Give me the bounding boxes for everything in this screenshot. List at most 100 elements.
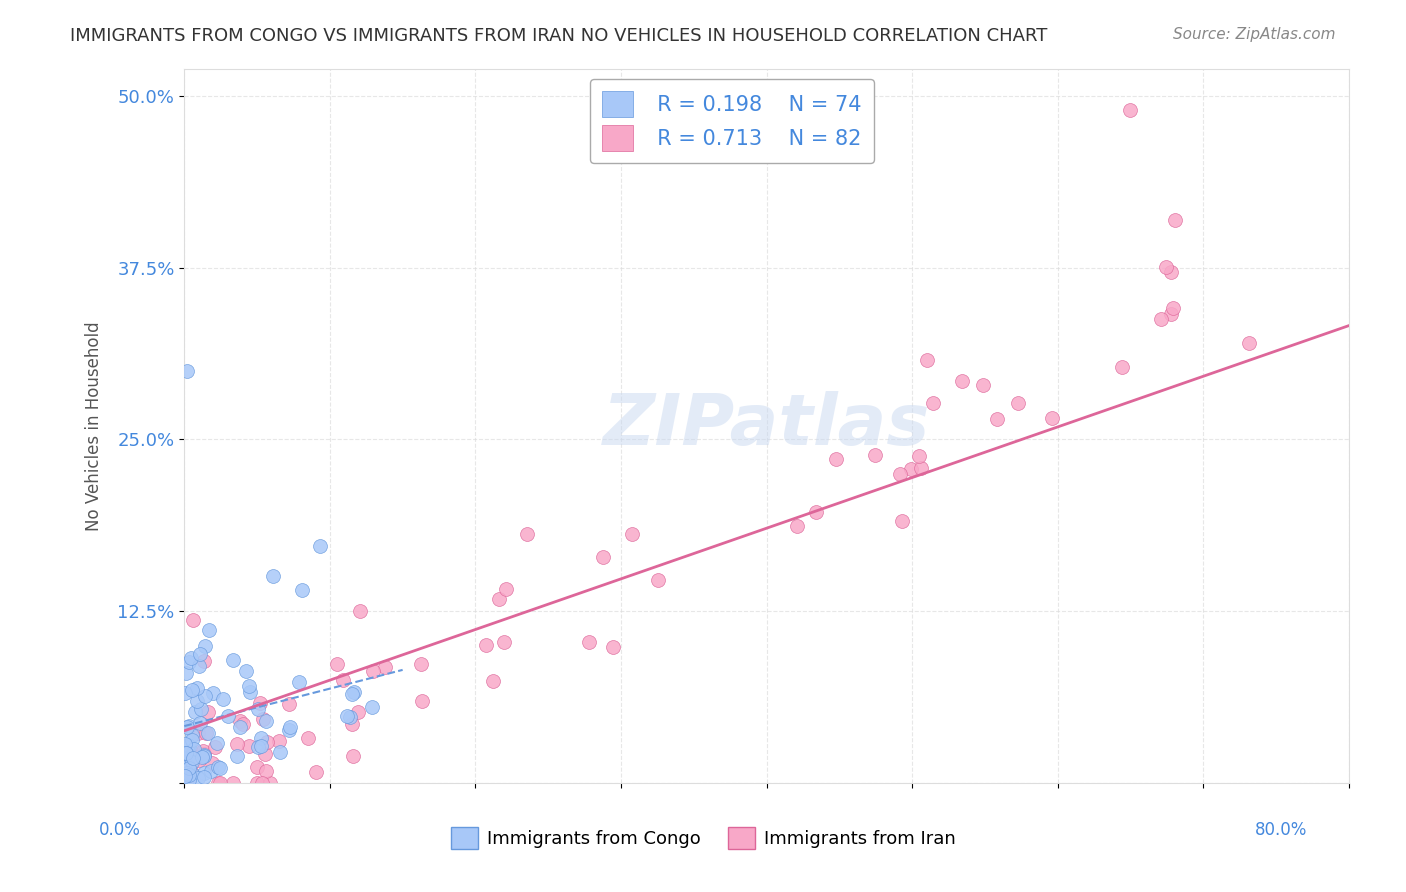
Point (187, 726, 209, 740)
Point (176, 364, 198, 378)
Point (183, 706, 205, 720)
Point (326, 657, 349, 671)
Point (578, 634, 600, 648)
Point (174, 769, 197, 783)
Point (1150, 312, 1173, 326)
Point (188, 715, 211, 730)
Point (232, 716, 254, 731)
Point (972, 378, 994, 392)
Point (482, 674, 505, 689)
Point (1160, 307, 1182, 321)
Point (602, 640, 624, 654)
Point (1119, 103, 1142, 117)
Point (180, 651, 202, 665)
Text: 0.0%: 0.0% (98, 821, 141, 838)
Point (174, 666, 197, 681)
Point (180, 728, 202, 742)
Point (374, 660, 396, 674)
Point (908, 449, 931, 463)
Point (181, 755, 204, 769)
Point (620, 527, 643, 541)
Text: IMMIGRANTS FROM CONGO VS IMMIGRANTS FROM IRAN NO VEHICLES IN HOUSEHOLD CORRELATI: IMMIGRANTS FROM CONGO VS IMMIGRANTS FROM… (70, 27, 1047, 45)
Point (950, 374, 973, 388)
Point (176, 746, 198, 760)
Point (200, 764, 222, 779)
Text: ZIPatlas: ZIPatlas (603, 392, 931, 460)
Point (177, 761, 200, 775)
Point (863, 448, 886, 462)
Point (181, 613, 204, 627)
Point (177, 750, 200, 764)
Point (278, 720, 301, 734)
Point (176, 765, 198, 780)
Point (256, 764, 278, 778)
Point (786, 518, 808, 533)
Point (205, 735, 228, 749)
Point (198, 623, 221, 637)
Point (277, 723, 299, 738)
Point (235, 664, 257, 678)
Point (191, 744, 214, 758)
Point (495, 582, 517, 596)
Point (269, 745, 291, 759)
Point (361, 664, 384, 678)
Point (474, 639, 496, 653)
Point (174, 776, 197, 790)
Point (263, 569, 285, 583)
Point (188, 753, 211, 767)
Point (193, 654, 215, 668)
Point (1007, 396, 1029, 410)
Point (193, 747, 215, 762)
Point (194, 689, 217, 703)
Point (297, 731, 319, 745)
Point (1040, 411, 1063, 425)
Point (238, 739, 260, 753)
Point (256, 734, 278, 748)
Point (259, 776, 281, 790)
Point (184, 749, 207, 764)
Point (229, 714, 252, 729)
Point (177, 739, 200, 754)
Point (207, 759, 229, 773)
Point (246, 776, 269, 790)
Point (180, 733, 202, 747)
Point (488, 591, 510, 606)
Point (187, 771, 209, 785)
Point (291, 583, 314, 598)
Point (179, 772, 201, 787)
Point (347, 705, 370, 719)
Point (891, 514, 914, 528)
Point (209, 761, 232, 775)
Point (173, 756, 195, 770)
Point (174, 737, 197, 751)
Point (193, 747, 215, 761)
Point (208, 776, 231, 790)
Point (304, 765, 326, 780)
Point (193, 747, 215, 761)
Point (1161, 301, 1184, 315)
Point (342, 748, 364, 763)
Point (339, 710, 361, 724)
Point (181, 766, 204, 780)
Point (217, 709, 239, 723)
Point (516, 526, 538, 541)
Point (183, 742, 205, 756)
Point (922, 396, 945, 410)
Point (340, 687, 363, 701)
Point (197, 726, 219, 740)
Point (177, 773, 200, 788)
Point (188, 658, 211, 673)
Point (177, 768, 200, 782)
Point (194, 639, 217, 653)
Point (239, 684, 262, 698)
Legend:   R = 0.198    N = 74,   R = 0.713    N = 82: R = 0.198 N = 74, R = 0.713 N = 82 (589, 78, 873, 163)
Point (212, 692, 235, 706)
Point (174, 747, 197, 761)
Point (181, 683, 204, 698)
Legend: Immigrants from Congo, Immigrants from Iran: Immigrants from Congo, Immigrants from I… (443, 820, 963, 856)
Text: 80.0%: 80.0% (1256, 821, 1308, 838)
Point (249, 739, 271, 753)
Point (900, 462, 922, 476)
Point (246, 702, 269, 716)
Point (889, 467, 911, 482)
